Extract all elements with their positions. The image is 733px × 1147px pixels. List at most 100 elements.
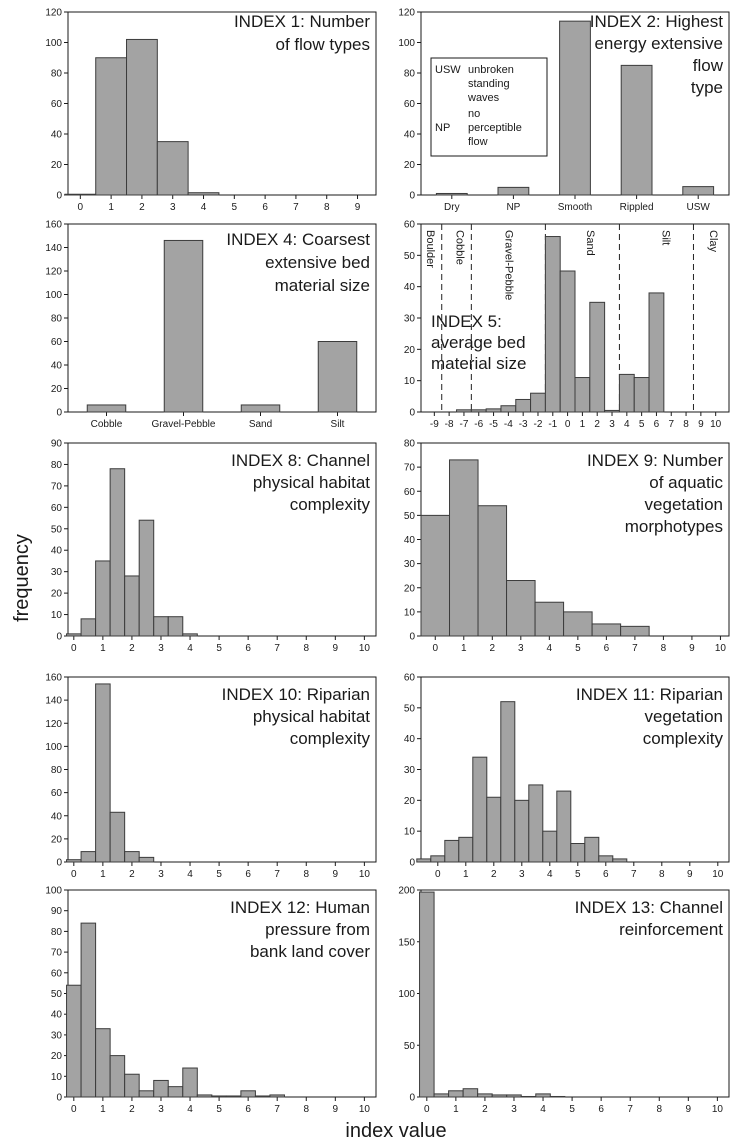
bar: [514, 799, 530, 863]
bar: [66, 633, 82, 637]
y-tick-label: 10: [404, 827, 416, 838]
x-tick-label: 3: [609, 419, 615, 430]
y-tick-label: 0: [56, 191, 62, 202]
y-tick-label: 10: [51, 1072, 63, 1083]
x-tick-label: 9: [686, 1104, 692, 1115]
x-tick-label: 2: [482, 1104, 488, 1115]
y-tick-label: 50: [404, 511, 416, 522]
x-tick-label: 4: [547, 643, 553, 654]
chart-panel-p12: 0 10 20 30 40 50 60 70 80 90 100 0 1 2 3 4 5 6 7 8 9 10 INDEX …: [45, 886, 377, 1115]
chart-title-line: INDEX 2: Highest: [590, 12, 723, 31]
bar: [589, 301, 606, 413]
bar: [80, 851, 97, 863]
x-tick-label: 0: [78, 202, 84, 213]
y-tick-label: 0: [409, 1093, 415, 1104]
bar: [182, 1067, 198, 1098]
x-tick-label: 3: [518, 643, 524, 654]
x-tick-label: -4: [504, 419, 513, 430]
bar: [486, 796, 502, 863]
bar: [95, 1028, 111, 1098]
x-tick-label: 1: [100, 643, 106, 654]
chart-title-line: average bed: [431, 333, 526, 352]
bar: [419, 891, 435, 1098]
x-tick-label: 6: [598, 1104, 604, 1115]
bar: [254, 1095, 271, 1098]
x-tick-label: 5: [639, 419, 645, 430]
chart-title-line: physical habitat: [253, 707, 370, 726]
y-tick-label: 60: [404, 220, 416, 231]
x-tick-label: 9: [333, 869, 339, 880]
x-axis-label: index value: [345, 1120, 446, 1142]
y-tick-label: 40: [404, 535, 416, 546]
x-tick-label: 9: [333, 643, 339, 654]
y-tick-label: 40: [404, 130, 416, 141]
x-tick-label: 7: [274, 1104, 280, 1115]
chart-title: INDEX 11: Riparian vegetation complexity: [576, 685, 724, 748]
x-tick-label: 7: [668, 419, 674, 430]
y-tick-label: 30: [51, 567, 63, 578]
x-tick-label: 5: [216, 869, 222, 880]
x-tick-label: 1: [453, 1104, 459, 1115]
abbreviation-code: USW: [435, 64, 461, 76]
chart-title: INDEX 8: Channel physical habitat complexi…: [231, 451, 370, 514]
bar: [520, 1095, 537, 1098]
chart-title-line: flow: [693, 56, 724, 75]
x-tick-label: 3: [158, 643, 164, 654]
bar: [187, 192, 220, 196]
plot-frame: [420, 676, 730, 863]
chart-panel-p11: 0 10 20 30 40 50 60 0 1 2 3 4 5 6 7 8 9 10 INDEX 11: Ripar…: [404, 673, 730, 880]
chart-title-line: complexity: [643, 729, 724, 748]
bar: [682, 186, 715, 196]
x-tick-label: 1: [461, 643, 467, 654]
bar: [535, 1093, 551, 1098]
bar: [470, 409, 487, 413]
y-tick-label: 30: [404, 765, 416, 776]
chart-title: INDEX 5: average bed material size: [431, 312, 526, 373]
bar: [491, 1094, 508, 1098]
bar: [109, 468, 126, 637]
y-tick-label: 20: [51, 589, 63, 600]
x-category-label: Dry: [444, 202, 460, 213]
y-tick-label: 100: [45, 742, 62, 753]
bar: [618, 373, 635, 413]
bar: [563, 611, 593, 637]
y-tick-label: 30: [404, 559, 416, 570]
x-category-label: Silt: [331, 419, 345, 430]
y-tick-label: 100: [45, 886, 62, 897]
x-tick-label: 9: [355, 202, 361, 213]
x-tick-label: 8: [303, 1104, 309, 1115]
bar: [598, 855, 614, 863]
chart-title-line: of aquatic: [649, 473, 723, 492]
x-tick-label: 5: [216, 643, 222, 654]
bar: [448, 1090, 464, 1098]
chart-panel-p9: 0 10 20 30 40 50 60 70 80 0 1 2 3 4 5 6 7 8 9 10 INDEX 9: Nu…: [404, 439, 730, 654]
bar: [544, 236, 561, 413]
bar: [620, 625, 650, 637]
y-tick-label: 60: [51, 503, 63, 514]
chart-title: INDEX 10: Riparian physical habitat comple…: [222, 685, 371, 748]
bar: [485, 408, 502, 413]
x-tick-label: 6: [654, 419, 660, 430]
y-tick-label: 120: [398, 8, 415, 19]
chart-title-line: INDEX 10: Riparian: [222, 685, 370, 704]
x-tick-label: 5: [216, 1104, 222, 1115]
bar: [633, 377, 650, 413]
zone-label: Boulder: [424, 230, 436, 268]
y-tick-label: 60: [51, 99, 63, 110]
y-tick-label: 40: [404, 734, 416, 745]
x-tick-label: 2: [129, 869, 135, 880]
chart-title-line: morphotypes: [625, 517, 723, 536]
bar: [182, 633, 198, 637]
bar: [225, 1095, 242, 1098]
y-tick-label: 10: [404, 376, 416, 387]
bar: [80, 922, 97, 1098]
bar: [430, 855, 446, 863]
bar: [604, 409, 620, 413]
x-tick-label: 6: [245, 869, 251, 880]
abbreviation-meaning: unbroken: [468, 64, 514, 76]
x-tick-label: -2: [534, 419, 543, 430]
x-tick-label: 8: [661, 643, 667, 654]
y-tick-label: 50: [51, 524, 63, 535]
bar: [497, 186, 530, 196]
y-tick-label: 10: [404, 607, 416, 618]
